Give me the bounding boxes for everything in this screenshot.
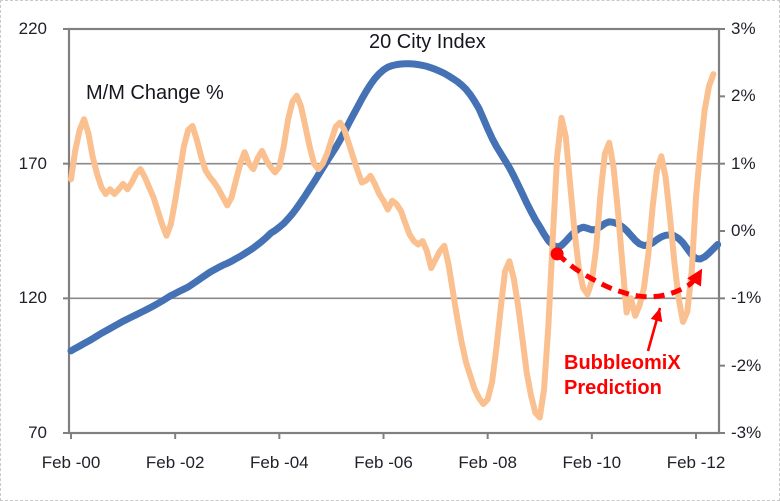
x-tick-label: Feb -02 <box>145 453 205 472</box>
x-tick-label: Feb -10 <box>562 453 622 472</box>
x-tick-label: Feb -12 <box>666 453 726 472</box>
y-right-tick-label: -1% <box>731 288 762 308</box>
series-index <box>67 60 722 355</box>
pointer-arrowhead <box>650 308 663 323</box>
chart-title: 20 City Index <box>369 31 486 53</box>
series-mm-change <box>68 71 717 421</box>
prediction-start-dot <box>550 247 564 261</box>
y-right-tick-label: 1% <box>731 153 756 173</box>
annotation-label-line2: Prediction <box>564 377 662 399</box>
x-tick-label: Feb -04 <box>250 453 309 472</box>
right-series-label: M/M Change % <box>86 82 224 104</box>
y-right-tick-label: -2% <box>731 355 762 375</box>
x-tick-label: Feb -00 <box>41 453 101 472</box>
x-tick-label: Feb -08 <box>458 453 517 472</box>
y-right-tick-label: -3% <box>731 423 762 442</box>
prediction-arrowhead <box>687 268 703 287</box>
y-left-tick-label: 220 <box>18 19 47 38</box>
y-left-tick-label: 70 <box>28 423 47 442</box>
annotation-label-line1: BubbleomiX <box>564 352 681 374</box>
y-right-tick-label: 2% <box>731 86 756 106</box>
y-right-tick-label: 0% <box>731 221 756 240</box>
prediction-curve <box>555 251 701 300</box>
x-tick-label: Feb -06 <box>354 453 413 472</box>
y-left-tick-label: 120 <box>18 288 47 308</box>
y-left-tick-label: 170 <box>18 153 47 173</box>
annotation-label: BubbleomiX Prediction <box>564 351 704 401</box>
y-right-tick-label: 3% <box>731 19 756 38</box>
